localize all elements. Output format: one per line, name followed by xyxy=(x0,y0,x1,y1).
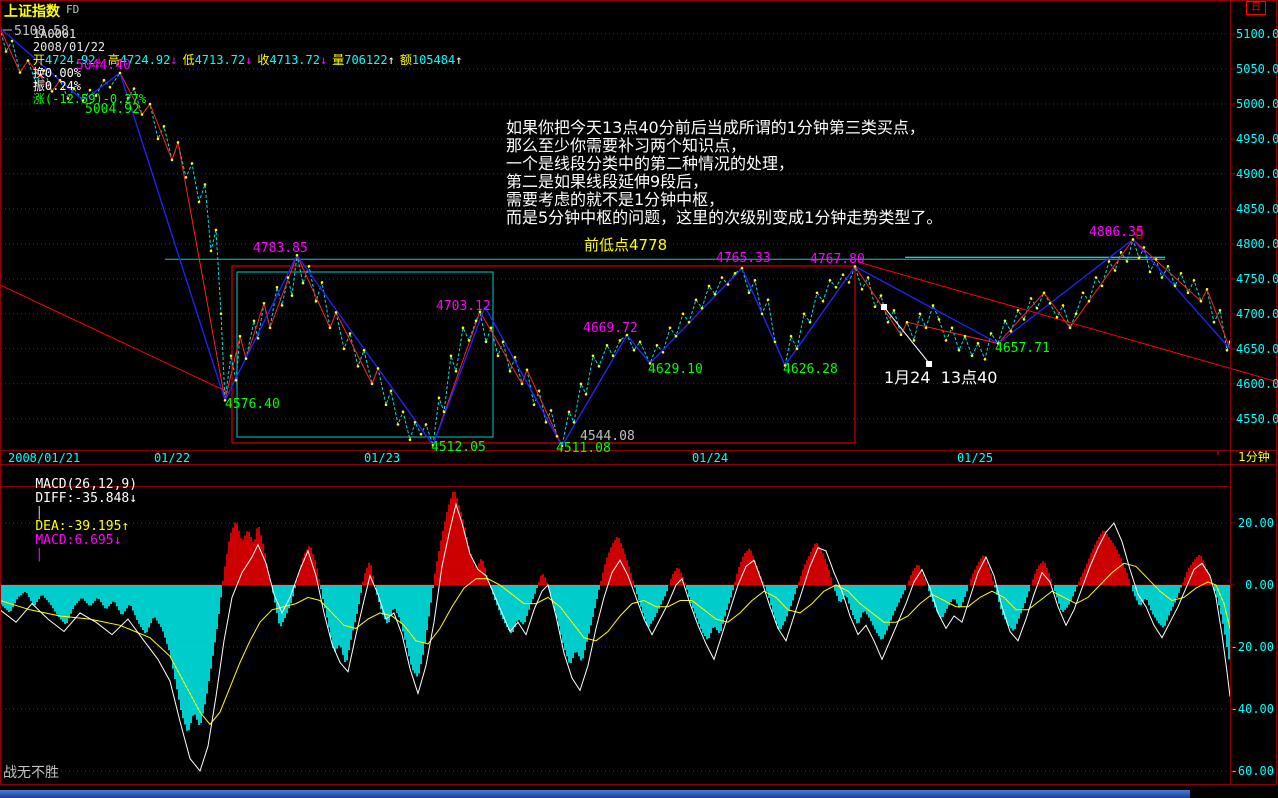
macd-axis-label: 20.00 xyxy=(1237,516,1274,530)
price-axis-label: 4850.0 xyxy=(1236,202,1278,216)
taskbar-strip[interactable] xyxy=(0,790,1190,798)
quote-field-label: 收 xyxy=(257,53,270,67)
watermark: 战无不胜 xyxy=(3,765,59,781)
annotation-line: 需要考虑的就不是1分钟中枢， xyxy=(506,190,725,209)
turnover-rate: 换0.00% xyxy=(32,66,82,80)
quote-field-label: 额 xyxy=(399,53,412,67)
price-label: 4511.08 xyxy=(556,441,611,456)
quote-fields: 开4724.92↓ 高4724.92↓ 低4713.72↓ 收4713.72↓ 量706… xyxy=(33,53,468,67)
price-label: 4657.71 xyxy=(995,341,1050,356)
price-axis-label: 4750.0 xyxy=(1236,272,1278,286)
price-axis-label: 4550.0 xyxy=(1236,412,1278,426)
quote-field-value: 105484 xyxy=(411,53,456,67)
quote-row: 1A0001 2008/01/22 开4724.92↓ 高4724.92↓ 低471… xyxy=(4,15,472,119)
quote-field-value: 4724.92 xyxy=(119,53,171,67)
quote-date: 2008/01/22 xyxy=(32,40,106,54)
quote-field-label: 低 xyxy=(182,53,195,67)
price-label: 5044.40 xyxy=(76,58,131,73)
price-axis-label: 4650.0 xyxy=(1236,342,1278,356)
annotation-line: 如果你把今天13点40分前后当成所谓的1分钟第三类买点， xyxy=(506,118,925,137)
index-title: 上证指数 xyxy=(4,4,60,20)
quote-field-arrow: ↑ xyxy=(455,53,463,67)
macd-value: MACD:6.695↓ xyxy=(35,533,122,548)
quote-field-arrow: ↑ xyxy=(387,53,395,67)
quote-field-arrow: ↓ xyxy=(95,53,103,67)
price-axis-label: 4600.0 xyxy=(1236,377,1278,391)
price-label: 5004.92 xyxy=(85,102,140,117)
date-label: 2008/01/21 xyxy=(8,451,81,465)
price-axis-label: 4900.0 xyxy=(1236,167,1278,181)
macd-diff-value: DIFF:-35.848↓ xyxy=(35,491,138,506)
price-label: 4629.10 xyxy=(648,362,703,377)
date-label: 01/22 xyxy=(153,451,191,465)
macd-dea-value: DEA:-39.195↑ xyxy=(35,519,130,534)
price-label: 4576.40 xyxy=(225,397,280,412)
stock-code: 1A0001 xyxy=(32,27,77,41)
quote-field-label: 开 xyxy=(32,53,45,67)
price-axis-label: 5000.0 xyxy=(1236,97,1278,111)
annotation-line: 那么至少你需要补习两个知识点， xyxy=(506,136,747,155)
price-label: 4767.80 xyxy=(810,252,865,267)
period-label[interactable]: 1分钟 xyxy=(1238,450,1270,464)
macd-axis-label: -40.00 xyxy=(1230,702,1274,716)
macd-separator: | xyxy=(35,505,44,520)
macd-axis-label: -20.00 xyxy=(1230,640,1274,654)
price-label: 5108.58 xyxy=(14,24,69,39)
quote-field-arrow: ↓ xyxy=(245,53,253,67)
main-chart-area[interactable] xyxy=(0,28,1230,450)
macd-separator-2: | xyxy=(35,547,44,562)
price-label: 4806.35 xyxy=(1089,225,1144,240)
period-button[interactable]: 日 xyxy=(1246,1,1266,15)
price-label: 4765.33 xyxy=(716,251,771,266)
price-axis-label: 4950.0 xyxy=(1236,132,1278,146)
price-label: 4669.72 xyxy=(583,321,638,336)
annotation-line: 第二是如果线段延伸9段后， xyxy=(506,172,709,191)
price-axis-label: 4800.0 xyxy=(1236,237,1278,251)
price-label: 4512.05 xyxy=(431,440,486,455)
quote-field-value: 4713.72 xyxy=(269,53,320,67)
price-label: 4783.85 xyxy=(253,241,308,256)
annotation-line: 一个是线段分类中的第二种情况的处理， xyxy=(506,154,795,173)
price-axis-label: 4700.0 xyxy=(1236,307,1278,321)
quote-field-arrow: ↓ xyxy=(319,53,328,67)
macd-params: MACD(26,12,9) xyxy=(35,477,138,492)
price-axis-label: 5100.0 xyxy=(1236,27,1278,41)
quote-field-value: 4713.72 xyxy=(194,53,246,67)
date-label: 01/24 xyxy=(691,451,729,465)
amplitude: 振0.24% xyxy=(32,79,82,93)
macd-pane-area[interactable] xyxy=(0,487,1230,784)
macd-axis-label: 0.00 xyxy=(1245,578,1274,592)
callout-label: 1月24 13点40 xyxy=(884,368,998,387)
quote-field-value: 4724.92 xyxy=(44,53,96,67)
date-label: 01/23 xyxy=(363,451,401,465)
macd-axis-label: -60.00 xyxy=(1230,764,1274,778)
annotation-line: 而是5分钟中枢的问题，这里的次级别变成1分钟走势类型了。 xyxy=(506,208,943,227)
change-value: 涨(-12.59)-0.27% xyxy=(32,92,147,106)
quote-field-value: 706122 xyxy=(344,53,388,67)
quote-field-label: 高 xyxy=(107,53,120,67)
quote-field-label: 量 xyxy=(332,53,345,67)
prev-low-label: 前低点4778 xyxy=(584,236,668,254)
price-label: 4544.08 xyxy=(580,429,635,444)
price-label: 4703.12 xyxy=(436,299,491,314)
annotation-text: 如果你把今天13点40分前后当成所谓的1分钟第三类买点， 那么至少你需要补习两个知… xyxy=(506,119,942,227)
date-label: 01/25 xyxy=(956,451,994,465)
index-title-suffix: FD xyxy=(66,3,80,16)
macd-header: MACD(26,12,9) DIFF:-35.848↓ | DEA:-39.19… xyxy=(4,464,141,576)
price-label: 4626.28 xyxy=(783,362,838,377)
price-axis-label: 5050.0 xyxy=(1236,62,1278,76)
quote-field-arrow: ↓ xyxy=(170,53,178,67)
